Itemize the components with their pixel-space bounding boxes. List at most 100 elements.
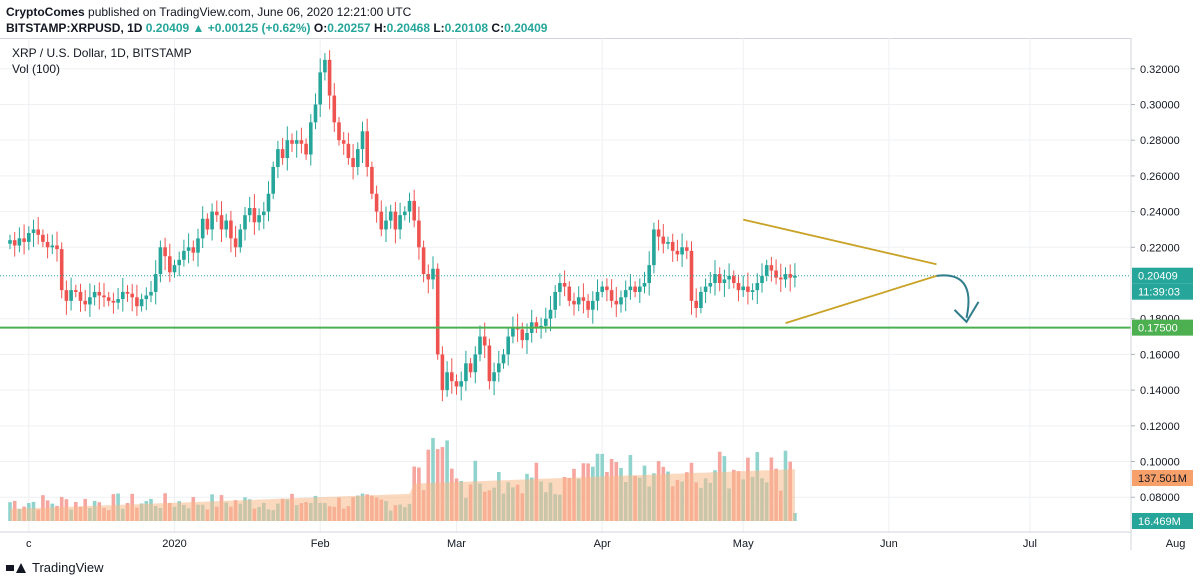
candle-body	[511, 327, 515, 337]
candle-body	[666, 241, 670, 244]
countdown-label: 11:39:03	[1138, 287, 1180, 299]
candle-body	[628, 286, 633, 291]
candle-body	[412, 200, 416, 221]
candle-body	[294, 140, 299, 144]
candle-body	[600, 286, 604, 292]
candle-body	[558, 283, 562, 292]
candle-body	[741, 286, 745, 291]
candle-body	[191, 247, 196, 253]
candle-body	[106, 297, 111, 301]
candle-body	[379, 211, 384, 230]
candle-body	[309, 122, 313, 155]
candle-body	[567, 286, 572, 301]
candle-body	[116, 299, 120, 303]
candle-body	[581, 297, 586, 301]
price-tick-label: 0.14000	[1140, 385, 1180, 397]
symbol-label: BITSTAMP:XRPUSD, 1D	[6, 21, 143, 35]
time-tick-label: Apr	[594, 538, 611, 550]
footer-brand[interactable]: TradingView	[32, 560, 104, 575]
candle-body	[680, 247, 684, 255]
candle-body	[426, 274, 431, 280]
candle-body	[619, 297, 623, 305]
candle-body	[670, 241, 675, 251]
time-tick-label: Aug	[1166, 538, 1186, 550]
candle-body	[464, 363, 468, 382]
candle-body	[576, 297, 581, 305]
candle-body	[69, 290, 73, 301]
candle-body	[572, 300, 576, 305]
candle-body	[182, 250, 186, 260]
candle-body	[548, 309, 553, 319]
arrow-head-icon	[953, 301, 980, 324]
candle-body	[337, 122, 341, 141]
candle-body	[290, 140, 294, 144]
candle-body	[435, 268, 440, 355]
candle-body	[755, 283, 760, 291]
volume-last-label: 16.469M	[1138, 516, 1181, 528]
volume-last-label-bg	[1132, 513, 1193, 529]
candle-body	[445, 372, 449, 391]
candle-body	[12, 240, 17, 246]
time-tick-label: c	[26, 538, 32, 550]
volume-bar	[431, 437, 435, 521]
candle-body	[675, 250, 680, 255]
price-tick-label: 0.24000	[1140, 207, 1180, 219]
candle-body	[417, 220, 421, 248]
price-chart[interactable]: 0.32000 0.30000 0.28000 0.26000 0.24000 0.220…	[0, 38, 1200, 550]
candle-body	[388, 211, 393, 221]
candle-body	[370, 166, 374, 194]
candle-body	[652, 229, 656, 266]
time-tick-label: Mar	[447, 538, 466, 550]
candle-body	[497, 363, 501, 373]
candle-body	[271, 166, 275, 194]
candle-body	[215, 211, 219, 216]
candle-body	[487, 345, 492, 382]
candle-body	[699, 291, 703, 308]
candle-body	[609, 290, 614, 301]
candle-body	[139, 299, 144, 307]
candle-body	[55, 245, 59, 250]
candle-body	[332, 95, 337, 123]
candle-body	[50, 245, 55, 248]
volume-legend: Vol (100)	[12, 62, 61, 76]
high-value: 0.20468	[386, 21, 430, 35]
time-tick-label: 2020	[162, 538, 186, 550]
price-tick-label: 0.08000	[1140, 492, 1180, 504]
candle-body	[633, 286, 637, 292]
candle-body	[525, 332, 529, 341]
candle-body	[285, 140, 290, 159]
candle-body	[78, 291, 83, 301]
candle-body	[262, 211, 266, 216]
volume-ma-label: 137.501M	[1138, 473, 1187, 485]
candle-body	[8, 240, 12, 244]
candle-body	[454, 381, 459, 387]
publisher-name[interactable]: CryptoComes	[6, 5, 85, 19]
candle-body	[398, 215, 402, 230]
candle-body	[774, 270, 778, 278]
price-tick-label: 0.32000	[1140, 64, 1180, 76]
candle-body	[689, 250, 694, 301]
triangle-lower-line	[785, 275, 937, 325]
candle-body	[360, 131, 365, 150]
candle-body	[783, 274, 788, 280]
open-value: 0.20257	[327, 21, 371, 35]
candle-body	[92, 291, 97, 298]
candle-body	[534, 322, 539, 328]
price-change: +0.00125 (+0.62%)	[207, 21, 311, 35]
candle-body	[257, 215, 261, 223]
candle-body	[374, 193, 379, 212]
price-tick-label: 0.16000	[1140, 349, 1180, 361]
candle-body	[450, 372, 454, 382]
candle-body	[492, 372, 496, 382]
candle-body	[746, 286, 750, 292]
candle-body	[346, 143, 351, 159]
candle-body	[685, 247, 689, 251]
triangle-upper-line	[742, 218, 937, 266]
candle-body	[163, 247, 167, 257]
candle-body	[403, 211, 407, 216]
chart-frame	[0, 38, 1200, 551]
candle-body	[393, 211, 398, 230]
open-label: O:	[313, 21, 328, 35]
volume-bar	[445, 440, 449, 521]
candle-body	[323, 59, 327, 73]
